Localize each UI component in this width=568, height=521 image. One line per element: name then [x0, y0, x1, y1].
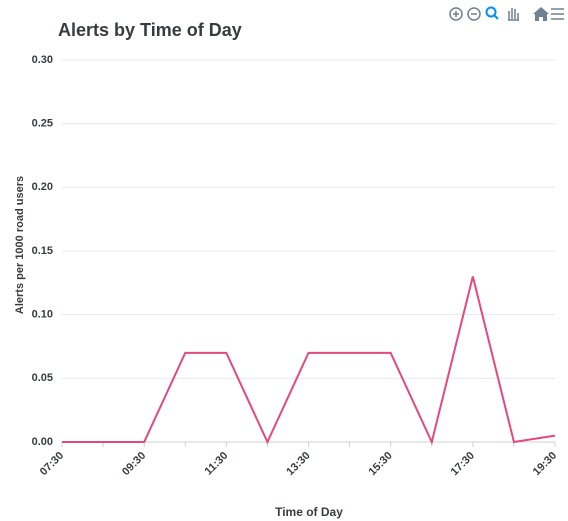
toolbar: [449, 6, 564, 21]
x-tick-label: 15:30: [366, 450, 394, 478]
pan-button[interactable]: [508, 8, 519, 21]
x-tick-label: 17:30: [449, 450, 477, 478]
x-tick-label: 13:30: [284, 450, 312, 478]
x-axis-title: Time of Day: [275, 505, 343, 519]
y-tick-label: 0.20: [32, 181, 53, 193]
y-tick-label: 0.05: [32, 372, 53, 384]
y-axis-title: Alerts per 1000 road users: [14, 176, 26, 314]
chart-title: Alerts by Time of Day: [58, 20, 242, 40]
reset-button[interactable]: [533, 7, 549, 21]
x-tick-label: 07:30: [38, 450, 66, 478]
line-series: [62, 276, 556, 446]
x-tick-label: 09:30: [120, 450, 148, 478]
y-tick-label: 0.00: [32, 436, 53, 448]
y-tick-label: 0.25: [32, 118, 53, 130]
zoom-out-button[interactable]: [467, 7, 481, 21]
x-tick-label: 11:30: [203, 450, 231, 478]
y-tick-label: 0.10: [32, 309, 53, 321]
y-tick-label: 0.15: [32, 245, 53, 257]
menu-button[interactable]: [551, 8, 564, 20]
zoom-button[interactable]: [485, 6, 499, 20]
x-tick-label: 19:30: [531, 450, 559, 478]
zoom-in-button[interactable]: [449, 7, 463, 21]
y-tick-label: 0.30: [32, 54, 53, 66]
